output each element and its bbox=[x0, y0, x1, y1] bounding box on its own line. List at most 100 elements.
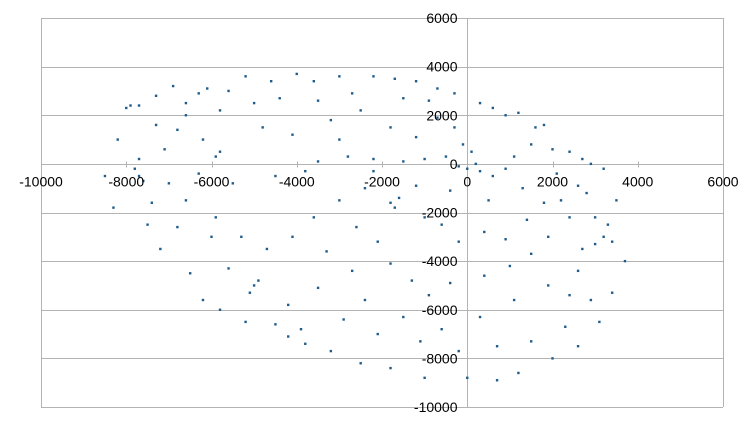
data-point bbox=[423, 157, 426, 161]
data-point bbox=[529, 252, 533, 256]
data-point bbox=[116, 138, 119, 141]
data-point bbox=[576, 345, 580, 348]
data-point bbox=[201, 298, 205, 302]
data-point bbox=[265, 247, 269, 251]
data-point bbox=[547, 284, 550, 287]
data-point bbox=[598, 320, 601, 324]
data-point bbox=[316, 160, 320, 163]
data-point bbox=[402, 97, 405, 100]
data-points bbox=[103, 72, 627, 382]
data-point bbox=[359, 362, 362, 365]
data-point bbox=[316, 99, 320, 102]
data-point bbox=[525, 218, 529, 221]
x-tick-label: 2000 bbox=[537, 174, 568, 190]
data-point bbox=[227, 267, 230, 270]
data-point bbox=[154, 94, 158, 97]
data-point bbox=[316, 286, 320, 290]
data-point bbox=[483, 230, 486, 234]
data-point bbox=[244, 75, 247, 78]
y-tick-label: -2000 bbox=[422, 205, 458, 221]
data-point bbox=[449, 281, 452, 285]
data-point bbox=[346, 155, 350, 158]
data-point bbox=[103, 174, 107, 178]
data-point bbox=[218, 308, 222, 311]
data-point bbox=[457, 240, 460, 243]
data-point bbox=[504, 167, 507, 170]
data-point bbox=[466, 376, 469, 380]
data-point bbox=[197, 172, 200, 175]
data-point bbox=[299, 328, 303, 331]
data-point bbox=[137, 157, 141, 161]
data-point bbox=[291, 235, 294, 239]
data-point bbox=[176, 225, 179, 229]
data-point bbox=[542, 123, 546, 127]
data-point bbox=[350, 269, 354, 273]
data-point bbox=[551, 357, 554, 360]
data-point bbox=[521, 186, 524, 190]
data-point bbox=[312, 216, 315, 219]
data-point bbox=[615, 199, 618, 202]
data-point bbox=[274, 323, 277, 326]
data-point bbox=[287, 335, 290, 338]
data-point bbox=[397, 196, 401, 200]
data-point bbox=[414, 135, 418, 139]
data-point bbox=[376, 332, 379, 336]
y-tick-label: -4000 bbox=[422, 253, 458, 269]
data-point bbox=[257, 279, 260, 282]
data-point bbox=[504, 238, 507, 241]
data-point bbox=[568, 150, 571, 153]
y-tick-label: 4000 bbox=[426, 59, 457, 75]
data-point bbox=[495, 345, 499, 348]
data-point bbox=[338, 199, 341, 202]
data-point bbox=[372, 75, 375, 78]
data-point bbox=[355, 225, 358, 229]
data-point bbox=[402, 160, 405, 163]
data-point bbox=[133, 167, 136, 170]
data-point bbox=[470, 150, 473, 153]
data-point bbox=[231, 182, 235, 185]
data-point bbox=[171, 84, 175, 88]
data-point bbox=[440, 223, 443, 226]
data-point bbox=[244, 320, 247, 324]
data-point bbox=[184, 114, 188, 117]
data-point bbox=[389, 262, 392, 265]
data-point bbox=[163, 148, 166, 151]
data-point bbox=[184, 101, 188, 105]
data-point bbox=[419, 340, 422, 343]
data-point bbox=[581, 157, 584, 161]
data-point bbox=[372, 157, 375, 161]
data-point bbox=[363, 298, 367, 302]
data-point bbox=[568, 216, 571, 219]
y-tick-label: 6000 bbox=[426, 10, 457, 26]
data-point bbox=[602, 235, 605, 239]
data-point bbox=[427, 293, 431, 297]
data-point bbox=[278, 97, 281, 100]
x-tick-label: -8000 bbox=[108, 174, 144, 190]
data-point bbox=[159, 247, 162, 251]
data-point bbox=[606, 223, 610, 226]
data-point bbox=[478, 169, 482, 173]
data-point bbox=[291, 133, 294, 136]
data-point bbox=[146, 223, 149, 226]
data-point bbox=[150, 201, 154, 204]
data-point bbox=[508, 264, 512, 268]
x-tick-label: 0 bbox=[463, 174, 471, 190]
data-point bbox=[529, 143, 533, 146]
data-point bbox=[214, 216, 217, 219]
data-point bbox=[269, 80, 273, 83]
data-point bbox=[363, 186, 367, 190]
data-point bbox=[402, 315, 405, 319]
data-point bbox=[542, 201, 546, 204]
data-point bbox=[529, 340, 533, 343]
y-tick-label: 0 bbox=[450, 156, 458, 172]
data-point bbox=[188, 272, 192, 275]
data-point bbox=[210, 235, 213, 239]
data-point bbox=[491, 174, 495, 178]
data-point bbox=[589, 162, 593, 166]
data-point bbox=[547, 235, 550, 239]
data-point bbox=[218, 109, 222, 112]
data-point bbox=[112, 206, 115, 209]
data-point bbox=[414, 184, 418, 187]
y-tick-label: -8000 bbox=[422, 350, 458, 366]
data-point bbox=[201, 138, 205, 141]
